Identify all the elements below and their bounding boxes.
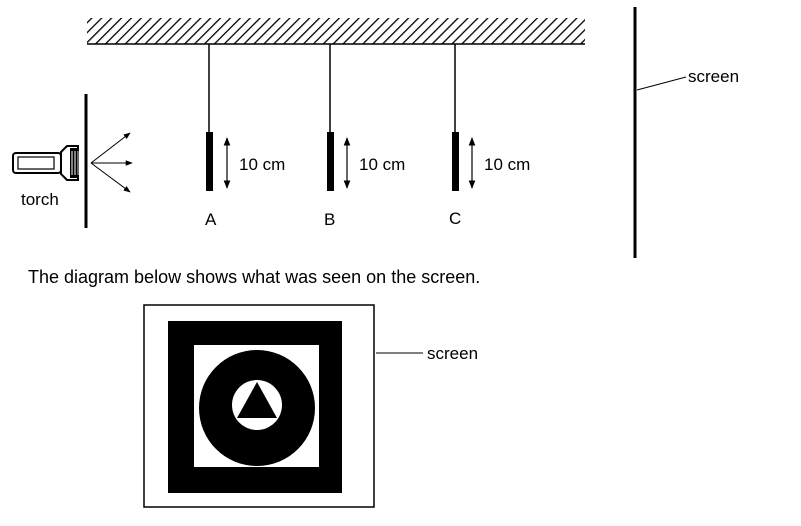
card-label-b: B bbox=[324, 210, 335, 229]
light-ray-up bbox=[90, 132, 131, 164]
card-label-c: C bbox=[449, 209, 461, 228]
caption-text: The diagram below shows what was seen on… bbox=[28, 267, 480, 287]
torch-label: torch bbox=[21, 190, 59, 209]
card-b bbox=[327, 132, 334, 191]
screen-top-leader bbox=[636, 76, 687, 91]
light-ray-down bbox=[90, 162, 131, 193]
screen-top-label: screen bbox=[688, 67, 739, 86]
card-label-a: A bbox=[205, 210, 217, 229]
height-label-a: 10 cm bbox=[239, 155, 285, 174]
torch-icon bbox=[12, 145, 79, 181]
screen-bottom-label: screen bbox=[427, 344, 478, 363]
shadow-triangle bbox=[237, 382, 277, 418]
ceiling bbox=[87, 18, 585, 44]
height-label-b: 10 cm bbox=[359, 155, 405, 174]
card-a bbox=[206, 132, 213, 191]
height-label-c: 10 cm bbox=[484, 155, 530, 174]
card-c bbox=[452, 132, 459, 191]
